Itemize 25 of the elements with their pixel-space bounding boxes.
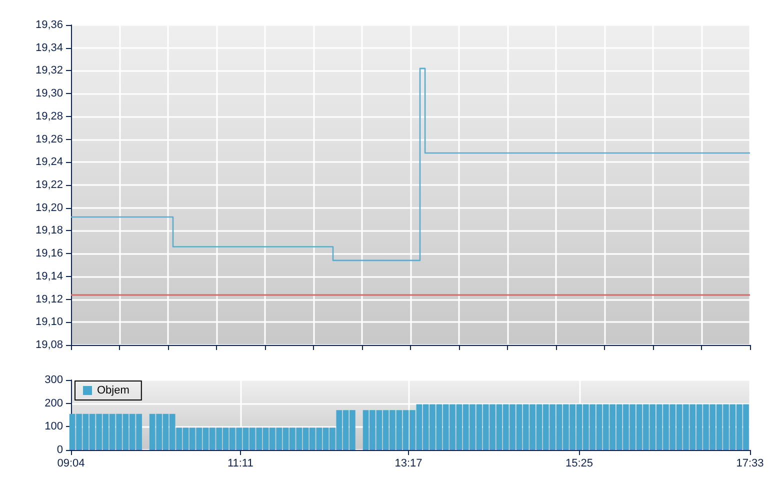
y-tick-label: 19,30 bbox=[35, 88, 63, 100]
x-tick-label: 15:25 bbox=[565, 458, 594, 470]
y-tick-label: 0 bbox=[56, 444, 63, 456]
x-tick-label: 17:33 bbox=[736, 458, 764, 470]
y-tick-label: 19,26 bbox=[35, 133, 63, 146]
y-tick-label: 100 bbox=[44, 420, 63, 433]
x-tick-label: 13:17 bbox=[394, 458, 422, 470]
y-tick-label: 19,22 bbox=[35, 179, 63, 191]
y-tick-label: 19,20 bbox=[35, 202, 63, 214]
y-tick-label: 19,14 bbox=[35, 270, 63, 282]
y-tick-label: 19,18 bbox=[35, 224, 63, 237]
y-tick-label: 19,16 bbox=[35, 248, 63, 260]
y-tick-label: 19,24 bbox=[35, 156, 63, 168]
y-tick-label: 19,08 bbox=[35, 339, 63, 351]
y-tick-label: 19,36 bbox=[35, 19, 63, 31]
y-tick-label: 19,10 bbox=[35, 316, 63, 328]
x-tick-label: 09:04 bbox=[57, 458, 85, 470]
y-tick-label: 19,12 bbox=[35, 293, 63, 306]
y-tick-label: 200 bbox=[44, 397, 63, 410]
legend-label: Objem bbox=[97, 384, 130, 396]
x-tick-label: 11:11 bbox=[227, 458, 254, 470]
y-tick-label: 19,28 bbox=[35, 110, 63, 122]
y-tick-label: 19,34 bbox=[35, 42, 63, 54]
y-tick-label: 19,32 bbox=[35, 64, 63, 77]
y-tick-label: 300 bbox=[44, 374, 63, 386]
